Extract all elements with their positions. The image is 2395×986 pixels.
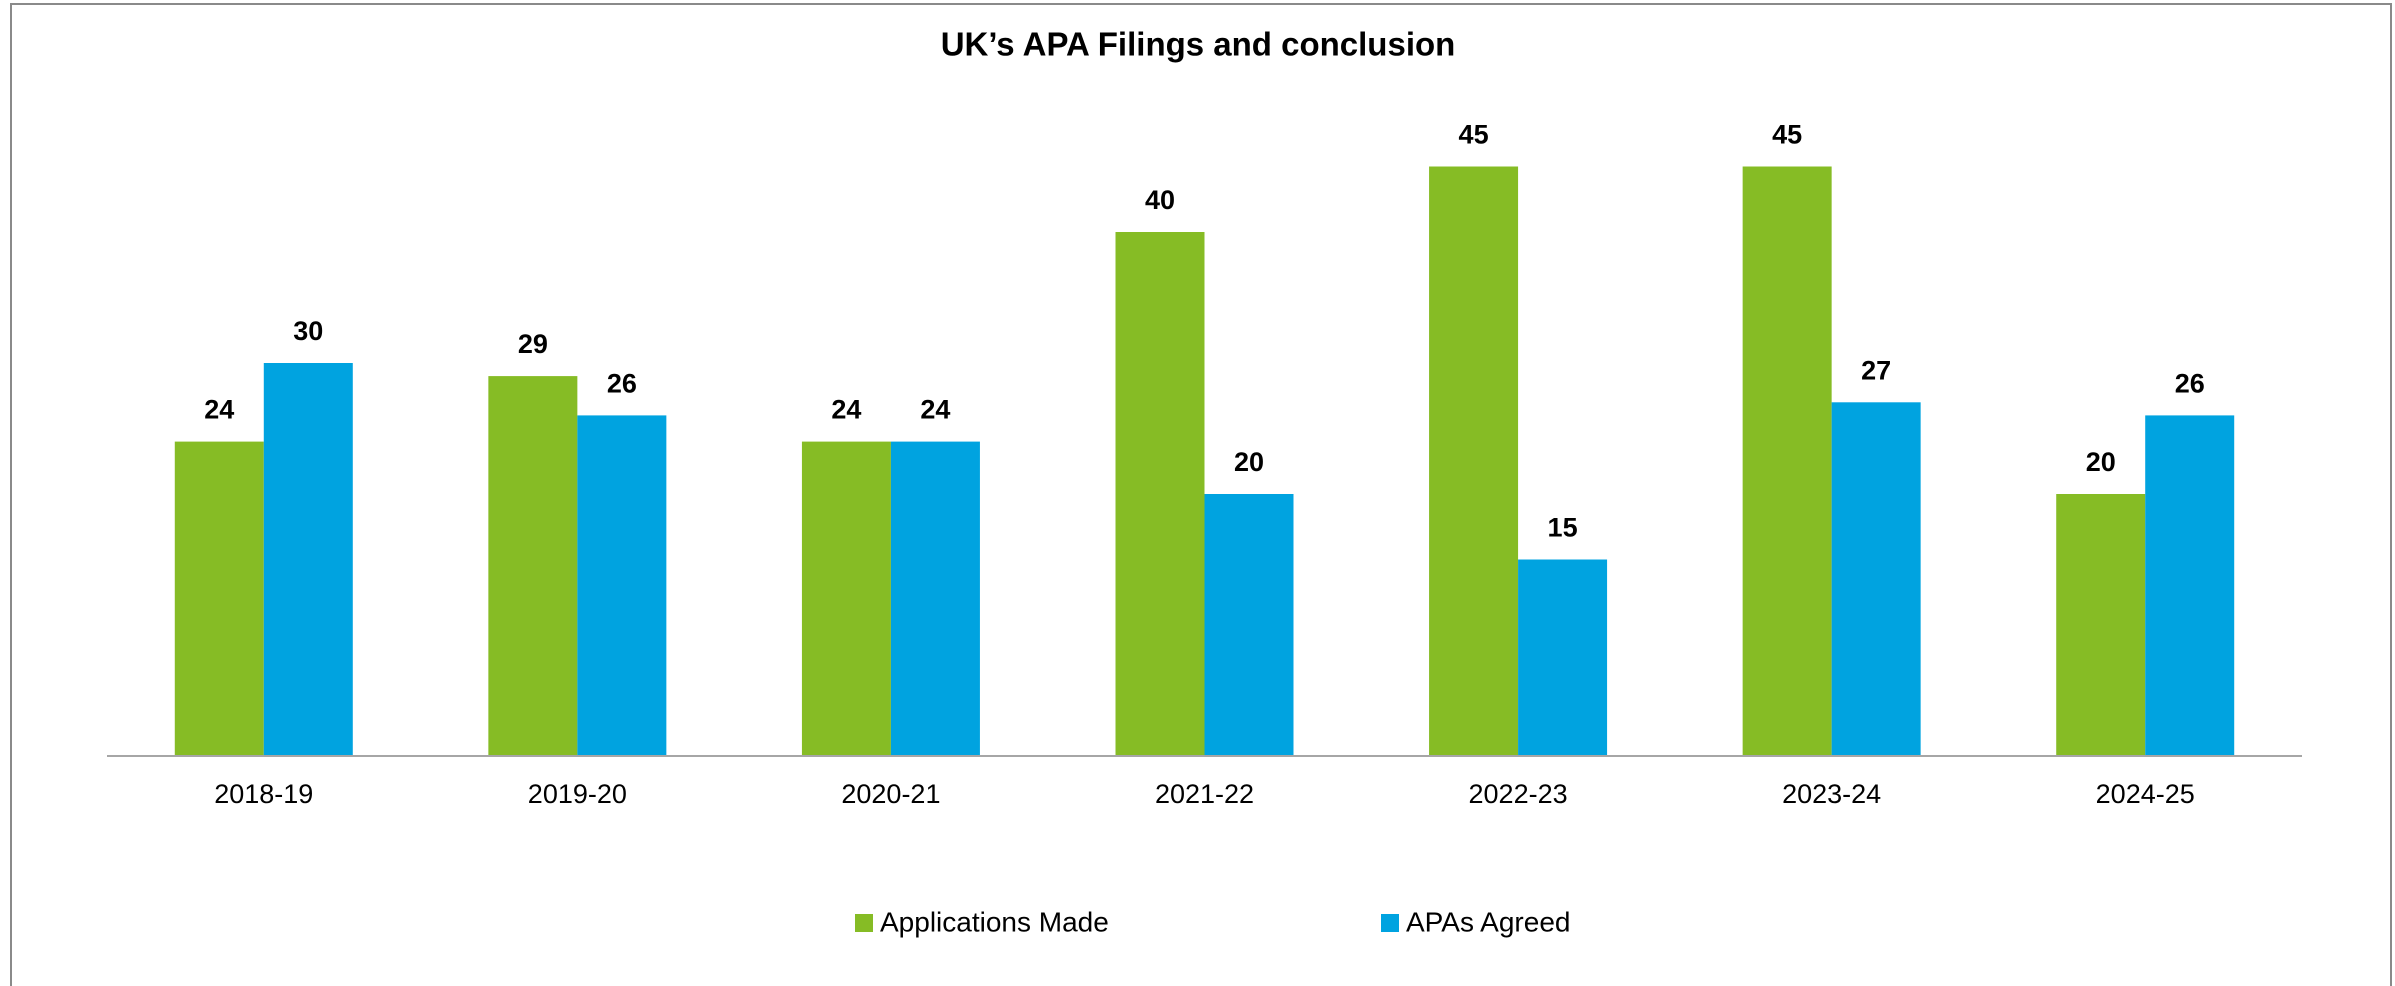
data-label: 27 [1861,355,1891,385]
bar [577,415,667,756]
data-label: 15 [1548,513,1578,543]
data-label: 24 [204,395,234,425]
x-tick-label: 2018-19 [214,779,313,809]
bar [488,376,578,756]
bar [890,441,980,756]
x-tick-label: 2020-21 [841,779,940,809]
x-tick-label: 2021-22 [1155,779,1254,809]
bar [2056,494,2146,756]
bar [263,363,353,756]
bar [1518,559,1608,756]
data-label: 24 [920,395,950,425]
x-tick-label: 2022-23 [1469,779,1568,809]
bar [1831,402,1921,756]
chart-title: UK’s APA Filings and conclusion [941,26,1456,63]
data-label: 26 [607,369,637,399]
data-label: 45 [1772,120,1802,150]
bar [1742,166,1832,756]
bar [1429,166,1519,756]
legend-swatch [855,914,873,932]
data-label: 24 [831,395,861,425]
bar [2145,415,2235,756]
data-label: 40 [1145,185,1175,215]
bar [801,441,891,756]
legend-label: APAs Agreed [1406,906,1570,937]
data-label: 29 [518,329,548,359]
data-label: 30 [293,316,323,346]
legend-swatch [1381,914,1399,932]
data-label: 20 [2086,447,2116,477]
data-label: 45 [1459,120,1489,150]
legend-label: Applications Made [880,906,1109,937]
x-tick-label: 2024-25 [2096,779,2195,809]
bar [1115,232,1205,756]
bar [174,441,264,756]
bar [1204,494,1294,756]
data-label: 20 [1234,447,1264,477]
data-label: 26 [2175,369,2205,399]
x-tick-label: 2023-24 [1782,779,1881,809]
x-tick-label: 2019-20 [528,779,627,809]
